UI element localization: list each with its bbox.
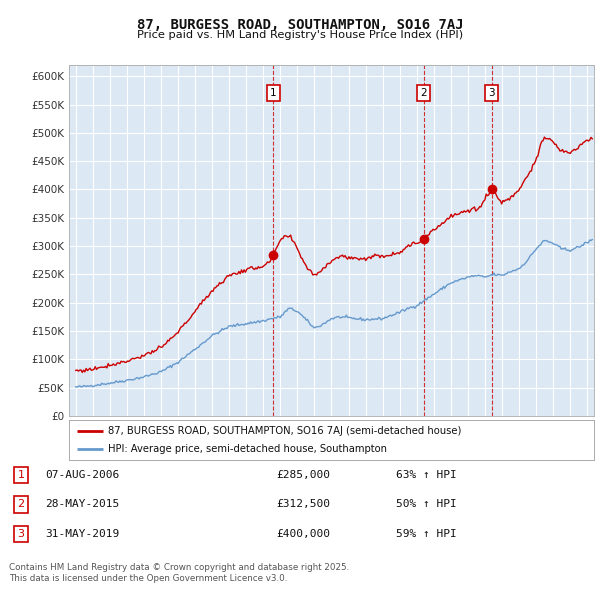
Text: £312,500: £312,500: [276, 500, 330, 509]
Text: HPI: Average price, semi-detached house, Southampton: HPI: Average price, semi-detached house,…: [109, 444, 388, 454]
Text: 3: 3: [17, 529, 25, 539]
Text: 2: 2: [17, 500, 25, 509]
Text: £285,000: £285,000: [276, 470, 330, 480]
Text: 1: 1: [270, 88, 277, 98]
Text: 3: 3: [488, 88, 495, 98]
Text: 63% ↑ HPI: 63% ↑ HPI: [396, 470, 457, 480]
Text: Contains HM Land Registry data © Crown copyright and database right 2025.
This d: Contains HM Land Registry data © Crown c…: [9, 563, 349, 583]
Text: Price paid vs. HM Land Registry's House Price Index (HPI): Price paid vs. HM Land Registry's House …: [137, 30, 463, 40]
Text: 50% ↑ HPI: 50% ↑ HPI: [396, 500, 457, 509]
Text: 1: 1: [17, 470, 25, 480]
Text: 59% ↑ HPI: 59% ↑ HPI: [396, 529, 457, 539]
Text: 87, BURGESS ROAD, SOUTHAMPTON, SO16 7AJ (semi-detached house): 87, BURGESS ROAD, SOUTHAMPTON, SO16 7AJ …: [109, 426, 462, 436]
Text: 87, BURGESS ROAD, SOUTHAMPTON, SO16 7AJ: 87, BURGESS ROAD, SOUTHAMPTON, SO16 7AJ: [137, 18, 463, 32]
Text: 07-AUG-2006: 07-AUG-2006: [45, 470, 119, 480]
Text: 2: 2: [421, 88, 427, 98]
Text: 31-MAY-2019: 31-MAY-2019: [45, 529, 119, 539]
Text: 28-MAY-2015: 28-MAY-2015: [45, 500, 119, 509]
Text: £400,000: £400,000: [276, 529, 330, 539]
